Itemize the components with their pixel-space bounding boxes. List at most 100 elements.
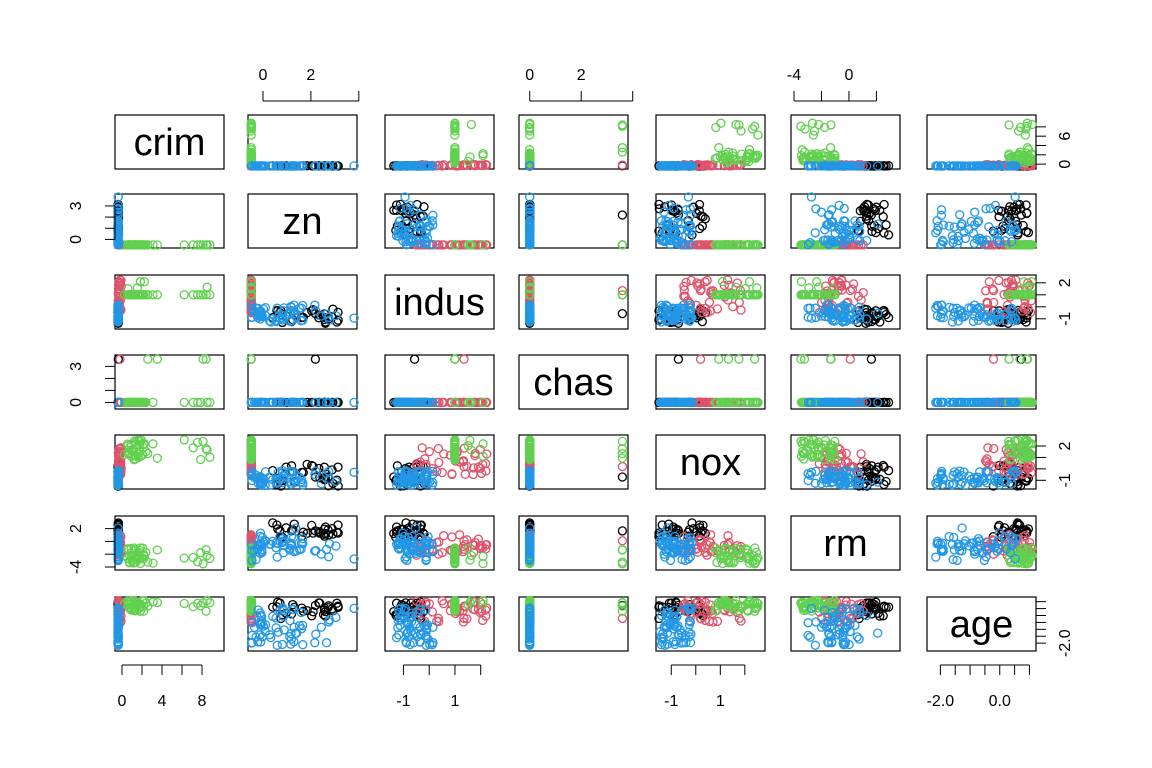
scatter-point <box>311 161 321 171</box>
scatter-point <box>731 290 741 300</box>
scatter-point <box>437 161 447 171</box>
scatter-point <box>143 448 153 459</box>
scatter-point <box>450 124 460 134</box>
scatter-point <box>820 148 830 158</box>
scatter-point <box>400 192 410 202</box>
scatter-point <box>658 221 668 231</box>
panel-zn-vs-age <box>926 192 1037 250</box>
panel-chas-vs-chas: chas <box>518 354 629 410</box>
scatter-point <box>463 240 473 250</box>
scatter-point <box>402 219 412 229</box>
scatter-point <box>695 354 706 364</box>
scatter-point <box>990 200 1001 211</box>
scatter-point <box>310 354 321 364</box>
scatter-point <box>938 220 948 230</box>
scatter-point <box>871 202 881 212</box>
scatter-point <box>736 126 746 136</box>
scatter-point <box>861 208 872 218</box>
scatter-point <box>744 290 754 300</box>
scatter-point <box>139 240 149 250</box>
scatter-point <box>1008 220 1018 230</box>
scatter-point <box>829 237 840 247</box>
panel-frame <box>518 434 629 490</box>
scatter-point <box>475 160 486 170</box>
scatter-point <box>134 290 144 300</box>
panel-indus-vs-age <box>926 274 1037 330</box>
scatter-point <box>932 161 942 171</box>
scatter-point <box>849 161 859 171</box>
scatter-point <box>944 221 954 231</box>
scatter-point <box>665 236 675 246</box>
scatter-point <box>717 277 728 287</box>
scatter-point <box>1025 156 1036 167</box>
scatter-point <box>984 240 994 250</box>
scatter-point <box>883 312 894 323</box>
scatter-point <box>289 300 299 310</box>
panel-chas-vs-rm <box>790 354 901 410</box>
panel-crim-vs-age <box>926 114 1037 171</box>
scatter-point <box>113 312 123 322</box>
scatter-point <box>246 124 256 134</box>
scatter-point <box>686 275 696 286</box>
scatter-point <box>525 156 535 167</box>
scatter-point <box>964 224 974 235</box>
scatter-point <box>286 302 297 313</box>
scatter-point <box>695 285 706 296</box>
scatter-point <box>724 240 734 250</box>
scatter-point <box>670 226 680 237</box>
scatter-point <box>737 155 747 166</box>
panel-zn-vs-chas <box>518 192 629 250</box>
scatter-point <box>459 354 469 364</box>
scatter-point <box>658 302 668 313</box>
scatter-point <box>668 161 678 171</box>
scatter-point <box>683 192 694 202</box>
scatter-point <box>994 212 1004 222</box>
scatter-point <box>692 278 702 288</box>
scatter-point <box>201 290 211 300</box>
scatter-point <box>433 443 444 454</box>
scatter-point <box>750 121 760 131</box>
scatter-point <box>719 240 729 250</box>
scatter-point <box>331 161 341 171</box>
panel-chas-vs-zn <box>246 354 359 410</box>
scatter-point <box>205 452 215 462</box>
scatter-point <box>617 308 628 319</box>
scatter-point <box>734 240 744 250</box>
scatter-point <box>298 300 308 311</box>
scatter-point <box>1015 199 1025 210</box>
scatter-point <box>398 235 408 246</box>
scatter-point <box>1016 210 1026 220</box>
scatter-point <box>113 315 123 325</box>
scatter-point <box>862 211 872 221</box>
scatter-point <box>826 354 836 364</box>
scatter-point <box>866 210 877 220</box>
scatter-point <box>845 285 855 296</box>
scatter-point <box>661 161 671 171</box>
scatter-point <box>982 235 992 245</box>
scatter-point <box>1025 240 1036 250</box>
scatter-point <box>465 435 475 446</box>
scatter-point <box>839 161 849 171</box>
scatter-point <box>424 446 435 457</box>
scatter-point <box>844 225 854 235</box>
scatter-point <box>617 160 628 170</box>
scatter-point <box>656 317 667 327</box>
scatter-point <box>719 153 729 163</box>
scatter-point <box>179 290 189 300</box>
scatter-point <box>979 161 989 171</box>
scatter-point <box>685 300 696 310</box>
panel-frame <box>518 114 629 170</box>
scatter-point <box>747 124 758 134</box>
panel-indus-vs-rm <box>790 274 901 330</box>
scatter-point <box>196 454 206 465</box>
scatter-point <box>152 354 162 364</box>
scatter-point <box>423 221 433 231</box>
scatter-point <box>947 317 958 327</box>
panel-nox-vs-rm <box>790 434 901 491</box>
scatter-point <box>1006 236 1017 247</box>
scatter-point <box>873 219 883 229</box>
scatter-point <box>391 161 402 171</box>
scatter-point <box>955 210 965 220</box>
scatter-point <box>938 161 948 171</box>
